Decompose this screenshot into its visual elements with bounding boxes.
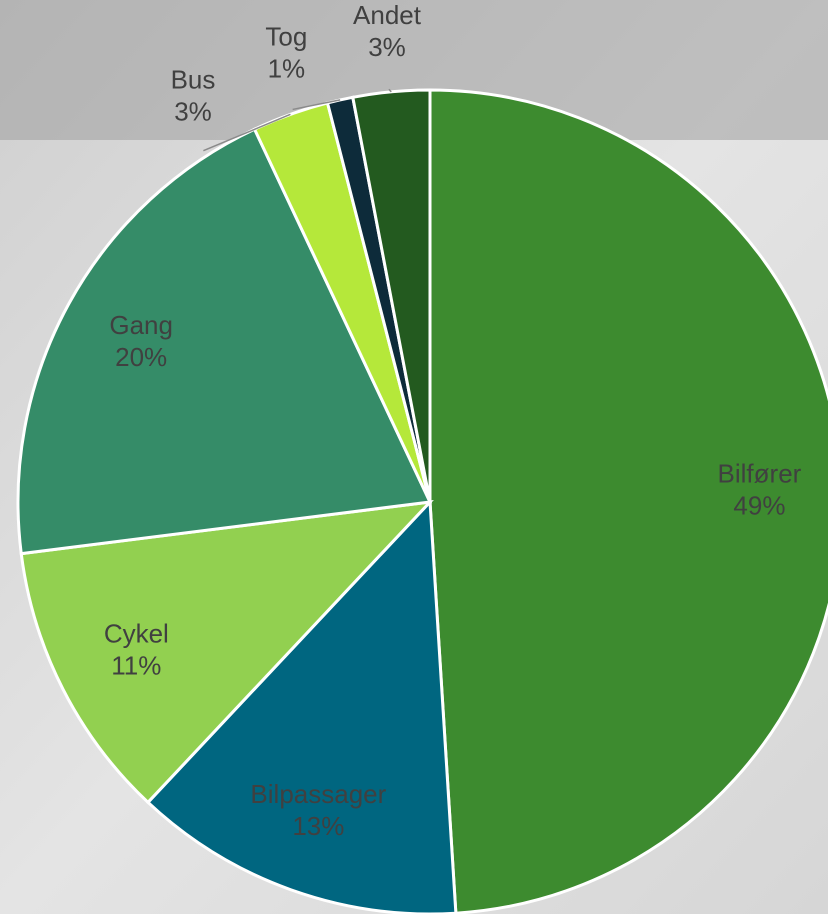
leader-line: [292, 99, 341, 111]
slice-value-label: 3%: [174, 96, 212, 126]
pie-slice: [19, 499, 434, 805]
pie-slice: [428, 88, 828, 914]
slice-label: Gang: [109, 310, 173, 340]
slice-label: Andet: [353, 0, 422, 30]
slice-label: Bilpassager: [250, 779, 386, 809]
slice-value-label: 3%: [368, 32, 406, 62]
slice-label: Tog: [265, 21, 307, 51]
slice-label: Bilfører: [718, 459, 802, 489]
slice-value-label: 1%: [268, 53, 306, 83]
slice-value-label: 20%: [115, 342, 167, 372]
slice-label: Cykel: [104, 619, 169, 649]
leader-line: [388, 88, 392, 93]
leader-line: [203, 113, 291, 152]
slice-value-label: 13%: [292, 811, 344, 841]
slice-value-label: 11%: [111, 651, 161, 681]
pie-slice: [16, 127, 433, 556]
slice-value-label: 49%: [733, 491, 785, 521]
pie-slice: [351, 88, 432, 503]
slice-label: Bus: [171, 64, 216, 94]
